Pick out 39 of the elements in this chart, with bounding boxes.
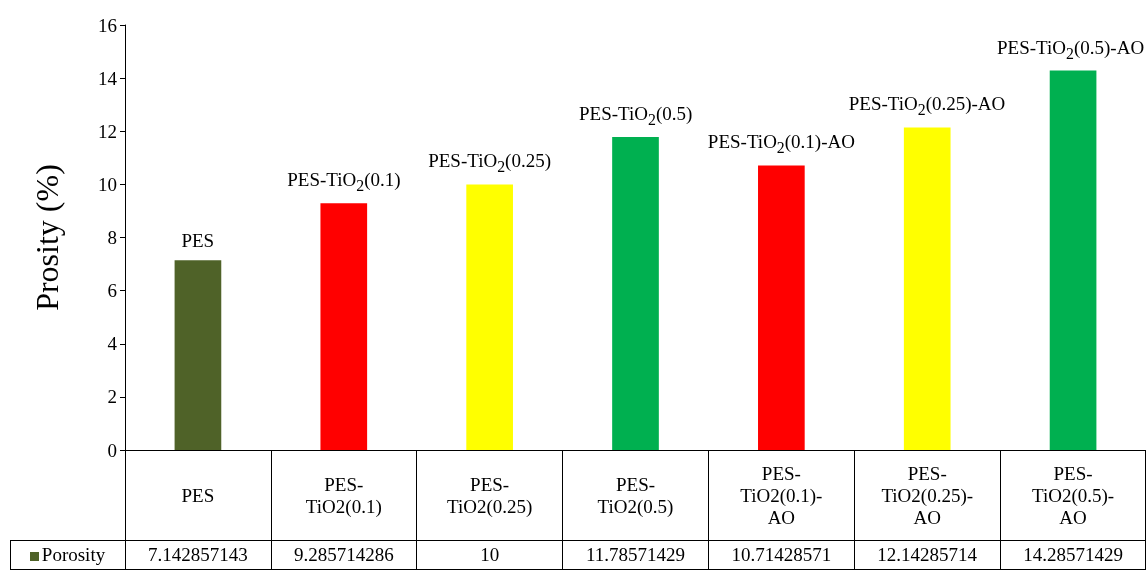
annotation: PES	[181, 230, 215, 253]
bar	[903, 127, 951, 450]
annotation: PES-TiO$_{2}$(0.1)	[287, 169, 401, 196]
data-label: 14.28571429	[1022, 543, 1124, 567]
y-tick-label: 12	[98, 120, 117, 142]
data-label: 7.142857143	[147, 543, 249, 567]
data-label: 9.285714286	[292, 543, 395, 567]
bar	[320, 203, 368, 450]
data-label: 11.78571429	[584, 543, 686, 567]
bar	[174, 260, 222, 450]
legend-label: Porosity	[40, 543, 107, 567]
x-tick-label: PES	[181, 484, 215, 506]
annotation: PES-TiO$_{2}$(0.5)	[579, 102, 693, 129]
x-tick-label: PES-TiO2(0.5)	[597, 473, 674, 518]
x-tick-label: PES-TiO2(0.25)-AO	[881, 462, 974, 528]
data-label: 12.14285714	[876, 543, 979, 567]
annotation: PES-TiO$_{2}$(0.5)-AO	[997, 36, 1145, 63]
x-tick-label: PES-TiO2(0.1)-AO	[740, 462, 823, 528]
y-tick-label: 4	[107, 333, 118, 355]
y-tick-label: 0	[107, 439, 117, 461]
y-tick-label: 14	[98, 67, 118, 89]
bar	[612, 136, 659, 450]
data-label: 10.71428571	[730, 543, 833, 567]
x-tick-label: PES-TiO2(0.5)-AO	[1031, 462, 1115, 528]
x-tick-label: PES-TiO2(0.25)	[446, 473, 533, 518]
y-tick-label: 10	[98, 173, 117, 195]
bar	[758, 165, 805, 450]
y-tick-label: 2	[107, 386, 117, 408]
y-tick-label: 16	[98, 14, 117, 36]
bar	[466, 184, 513, 450]
annotation: PES-TiO$_{2}$(0.25)-AO	[848, 93, 1006, 120]
bar	[1049, 70, 1097, 450]
annotation: PES-TiO$_{2}$(0.25)	[428, 150, 551, 177]
y-axis-title: Prosity (%)	[29, 164, 65, 311]
y-tick-label: 6	[107, 280, 117, 302]
annotation: PES-TiO$_{2}$(0.1)-AO	[707, 131, 855, 158]
y-tick-label: 8	[107, 227, 117, 248]
x-tick-label: PES-TiO2(0.1)	[305, 473, 382, 518]
data-label: 10	[479, 543, 501, 567]
